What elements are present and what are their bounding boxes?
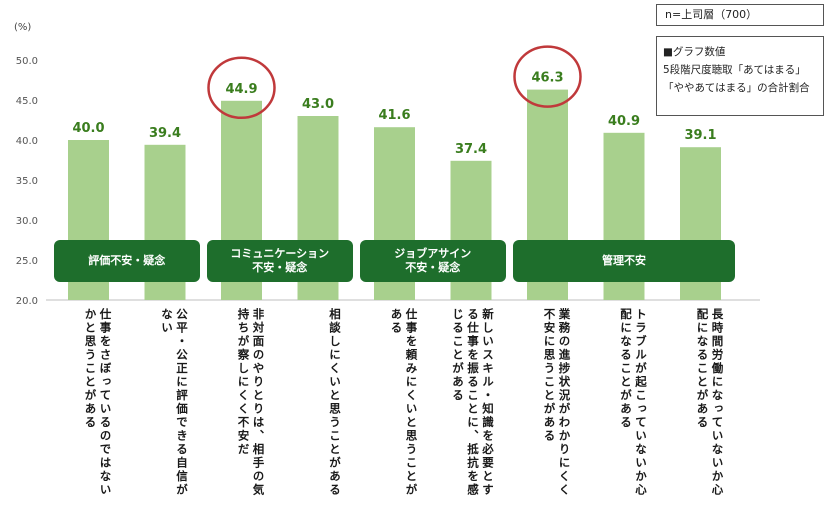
highlight-circle — [513, 45, 582, 108]
category-label: 長時間労働になっていないか心配になることがある — [695, 308, 725, 497]
group-label: ジョブアサイン 不安・疑念 — [360, 240, 506, 282]
category-label: トラブルが起こっていないか心配になることがある — [619, 308, 648, 497]
highlight-circle — [207, 56, 276, 120]
note-line-1: ■グラフ数値 — [663, 46, 726, 58]
group-label: コミュニケーション 不安・疑念 — [207, 240, 353, 282]
group-label: 評価不安・疑念 — [54, 240, 200, 282]
category-label: 仕事を頼みにくいと思うことがある — [389, 308, 419, 497]
bar-value-label: 40.9 — [608, 114, 640, 129]
category-label: 相談しにくいと思うことがある — [328, 308, 342, 497]
category-label: 非対面のやりとりは、相手の気持ちが察しにくく不安だ — [236, 308, 266, 497]
note-line-3: 「ややあてはまる」の合計割合 — [663, 82, 810, 94]
y-tick-label: 35.0 — [16, 176, 38, 187]
bar-value-label: 40.0 — [72, 121, 104, 136]
y-axis-unit: (%) — [14, 22, 32, 33]
y-tick-label: 30.0 — [16, 216, 38, 227]
bar-value-label: 39.1 — [684, 128, 716, 143]
bar-value-label: 43.0 — [302, 97, 334, 112]
bar-value-label: 41.6 — [378, 108, 410, 123]
sample-size-label: n=上司層（700） — [665, 8, 758, 21]
bar-value-label: 37.4 — [455, 142, 487, 157]
y-tick-label: 40.0 — [16, 136, 38, 147]
category-label: 公平・公正に評価できる自信がない — [160, 308, 189, 497]
bar-value-label: 39.4 — [149, 126, 181, 141]
y-tick-label: 50.0 — [16, 56, 38, 67]
category-label: 仕事をさぼっているのではないかと思うことがある — [83, 308, 113, 497]
bar-value-label: 44.9 — [225, 82, 257, 97]
y-tick-label: 25.0 — [16, 256, 38, 267]
y-tick-label: 20.0 — [16, 296, 38, 307]
note-line-2: 5段階尺度聴取「あてはまる」 — [663, 64, 806, 76]
sample-size-box: n=上司層（700） — [656, 4, 824, 26]
group-label: 管理不安 — [513, 240, 735, 282]
y-tick-label: 45.0 — [16, 96, 38, 107]
category-label: 業務の進捗状況がわかりにくく不安に思うことがある — [542, 308, 572, 497]
bar-value-label: 46.3 — [531, 71, 563, 86]
chart-note-box: ■グラフ数値 5段階尺度聴取「あてはまる」 「ややあてはまる」の合計割合 — [656, 36, 824, 116]
category-label: 新しいスキル・知識を必要とする仕事を振ることに、抵抗を感じることがある — [451, 308, 495, 497]
